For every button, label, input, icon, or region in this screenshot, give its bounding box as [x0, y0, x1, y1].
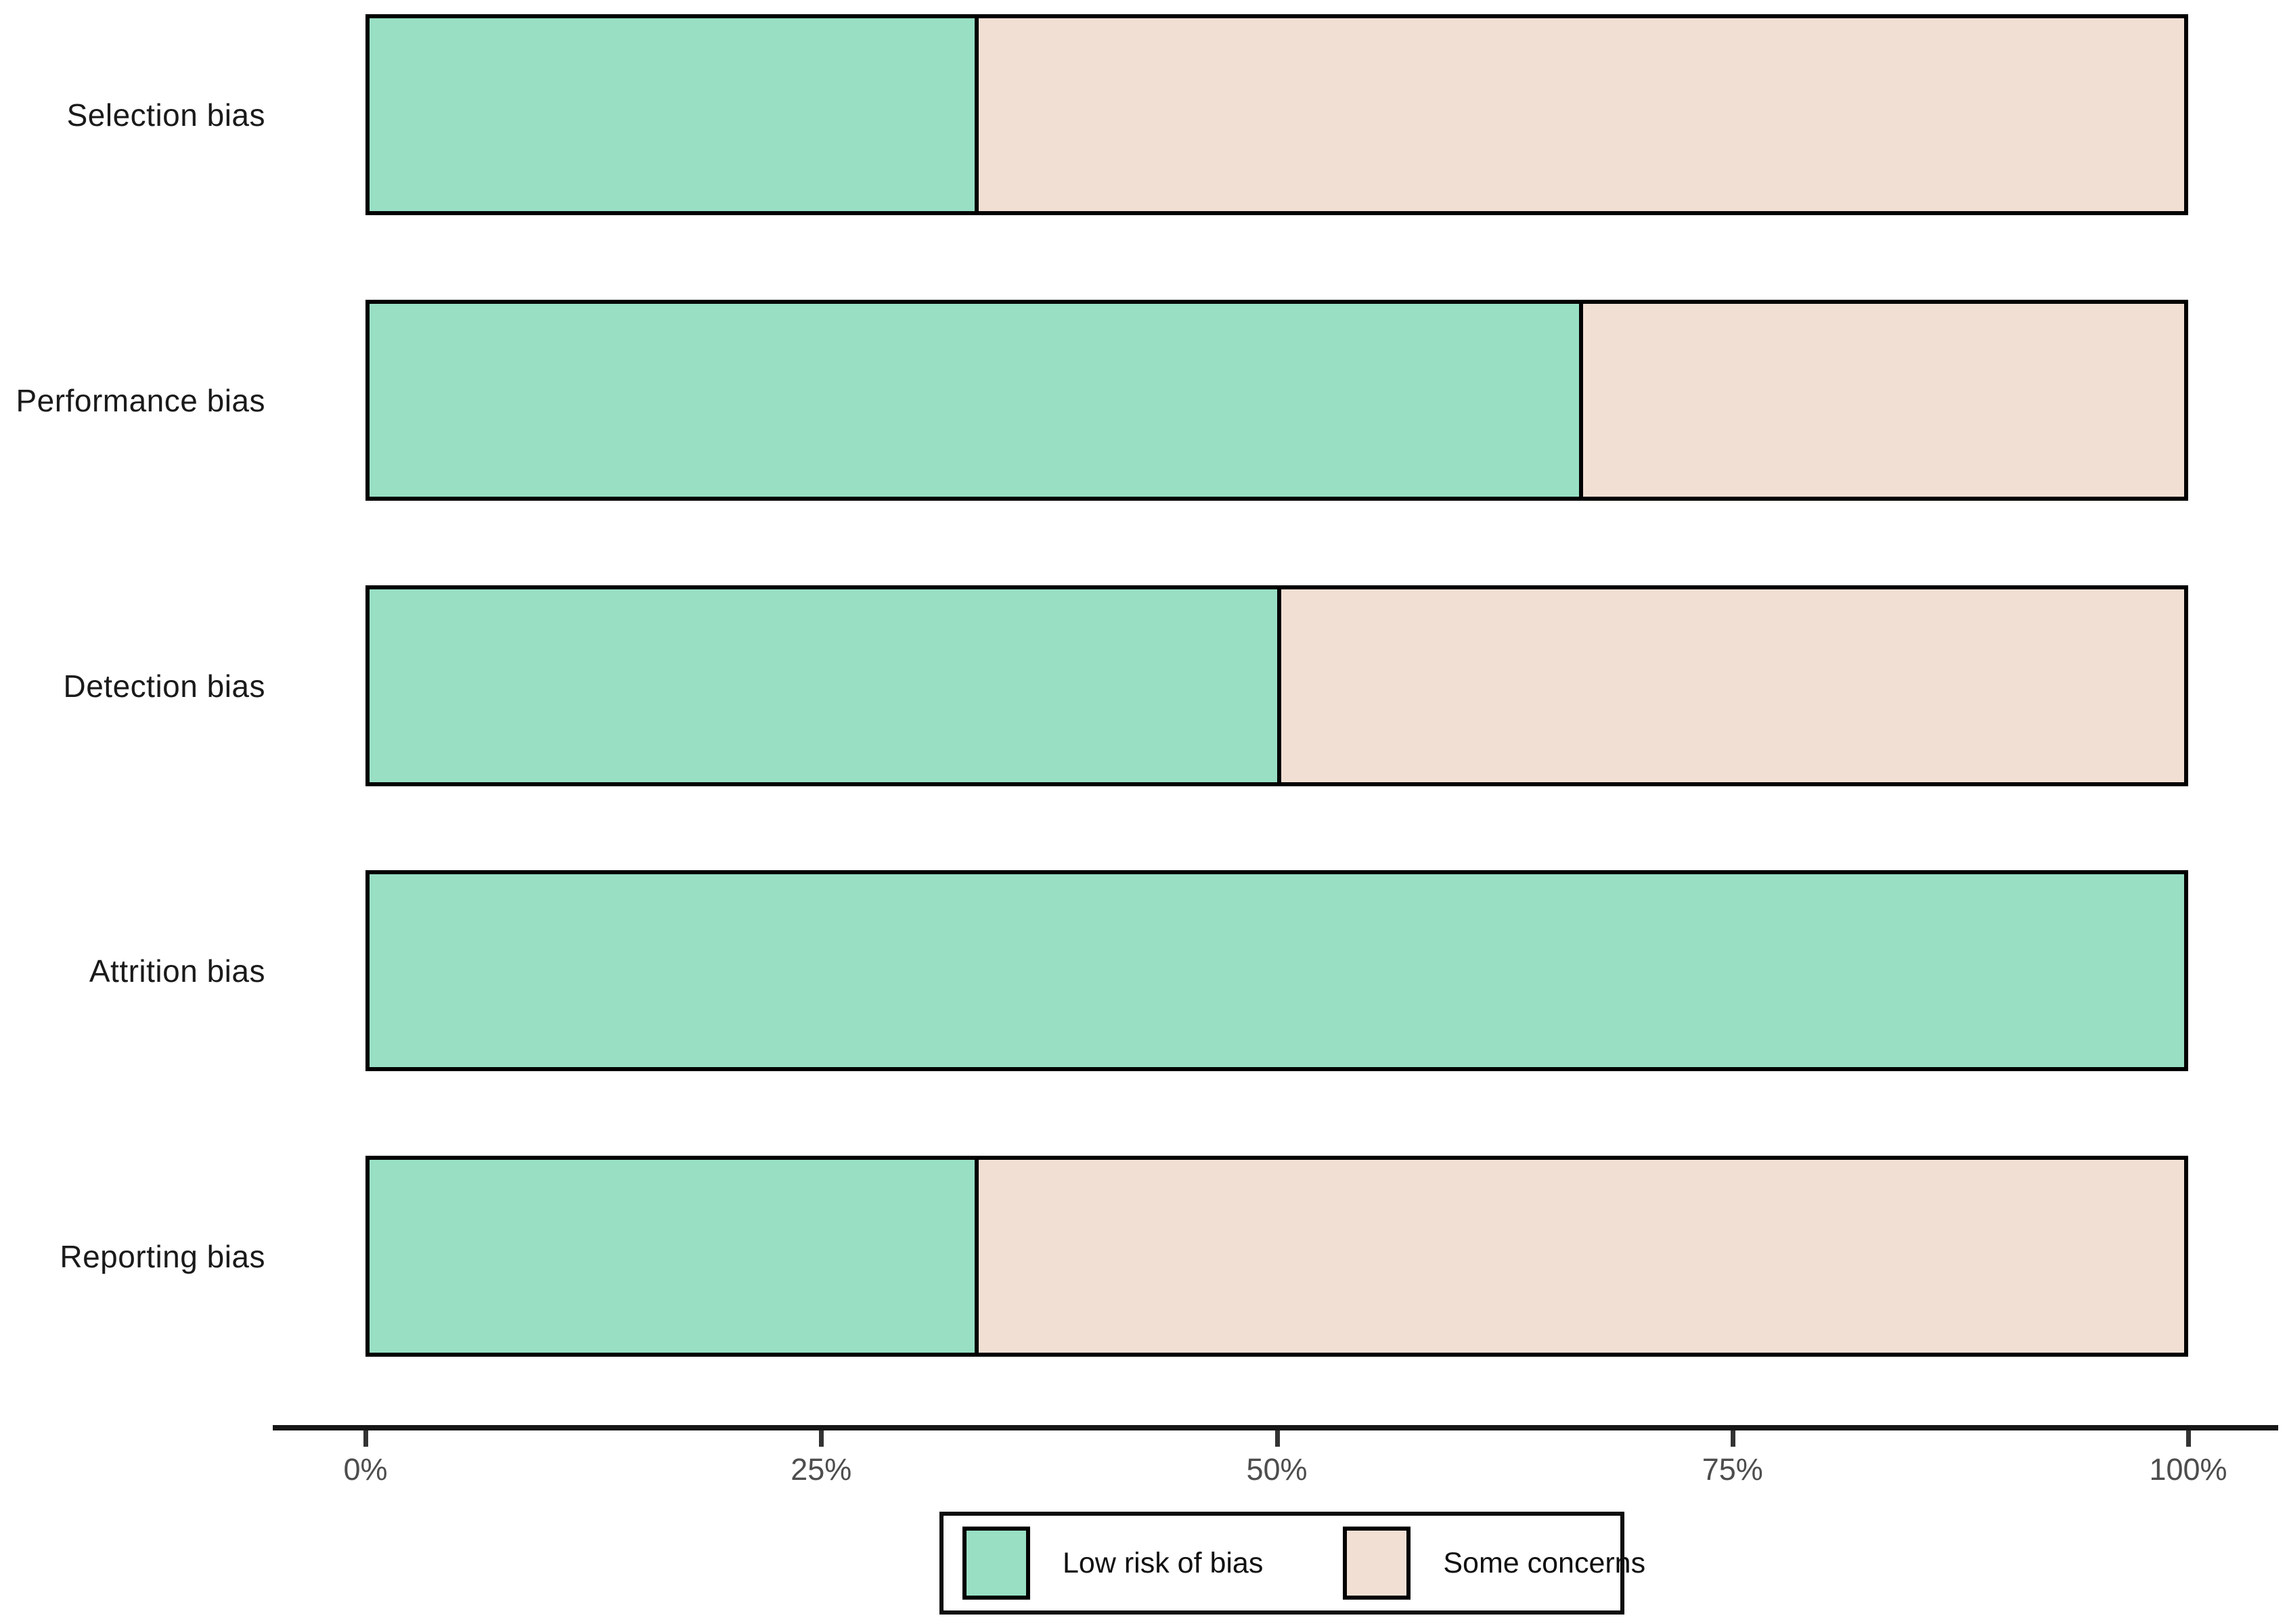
bar-segment-detection-bias-low-risk-of-bias: [370, 589, 1277, 782]
category-label-selection-bias: Selection bias: [66, 97, 265, 133]
bar-segment-reporting-bias-some-concerns: [974, 1160, 2184, 1353]
x-axis-tick-label-75: 75%: [1702, 1452, 1763, 1487]
legend-swatch-low-risk: [962, 1527, 1030, 1600]
category-label-detection-bias: Detection bias: [63, 668, 265, 704]
legend-label-some-concerns: Some concerns: [1443, 1546, 1646, 1579]
legend-label-low-risk: Low risk of bias: [1063, 1546, 1264, 1579]
bar-segment-attrition-bias-low-risk-of-bias: [370, 874, 2184, 1067]
x-axis-tick-100: [2186, 1430, 2191, 1447]
bar-segment-detection-bias-some-concerns: [1276, 589, 2184, 782]
category-label-performance-bias: Performance bias: [16, 382, 265, 418]
bar-segment-reporting-bias-low-risk-of-bias: [370, 1160, 975, 1353]
bar-segment-performance-bias-low-risk-of-bias: [370, 304, 1580, 497]
x-axis-tick-label-100: 100%: [2149, 1452, 2227, 1487]
legend-entry-some-concerns: Some concerns: [1343, 1527, 1645, 1600]
bar-segment-selection-bias-some-concerns: [974, 18, 2184, 211]
x-axis-tick-50: [1274, 1430, 1280, 1447]
bar-detection-bias: [365, 585, 2188, 786]
bar-segment-selection-bias-low-risk-of-bias: [370, 18, 975, 211]
x-axis-tick-label-25: 25%: [791, 1452, 852, 1487]
category-label-reporting-bias: Reporting bias: [60, 1238, 265, 1274]
x-axis-tick-label-50: 50%: [1246, 1452, 1308, 1487]
legend-box: Low risk of bias Some concerns: [939, 1512, 1645, 1615]
bar-performance-bias: [365, 300, 2188, 501]
x-axis-line: [273, 1425, 2278, 1430]
legend-entry-low-risk: Low risk of bias: [962, 1527, 1263, 1600]
x-axis-tick-0: [363, 1430, 368, 1447]
category-label-attrition-bias: Attrition bias: [89, 953, 265, 989]
x-axis-tick-label-0: 0%: [343, 1452, 388, 1487]
bar-reporting-bias: [365, 1156, 2188, 1357]
x-axis-tick-75: [1730, 1430, 1735, 1447]
x-axis-tick-25: [819, 1430, 824, 1447]
bar-selection-bias: [365, 14, 2188, 215]
bar-attrition-bias: [365, 870, 2188, 1071]
legend-swatch-some-concerns: [1343, 1527, 1411, 1600]
bar-segment-performance-bias-some-concerns: [1579, 304, 2184, 497]
